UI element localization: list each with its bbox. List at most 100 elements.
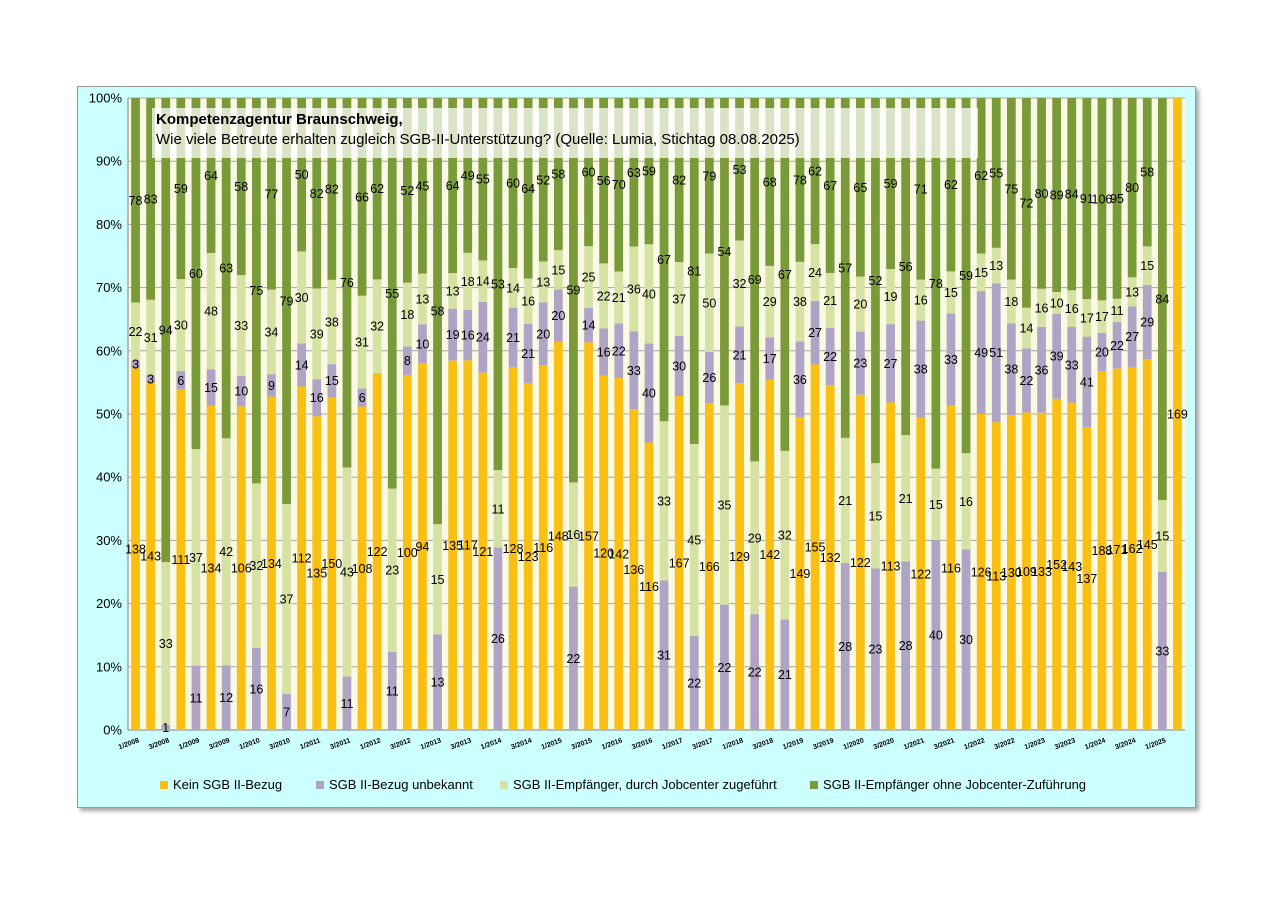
bar-segment	[1006, 98, 1016, 280]
bar-segment	[1112, 98, 1122, 299]
bar-segment	[1097, 371, 1107, 730]
bar-segment	[871, 463, 880, 569]
bar-segment	[735, 383, 744, 730]
bar-segment	[402, 98, 412, 283]
data-label: 35	[717, 499, 731, 513]
bar-segment	[206, 405, 216, 730]
data-label: 123	[518, 550, 539, 564]
data-label: 152	[1046, 558, 1067, 572]
bar-segment	[1097, 332, 1107, 372]
bar-segment	[1157, 572, 1167, 730]
bar-segment	[538, 98, 548, 262]
data-label: 34	[264, 325, 278, 339]
data-label: 18	[1004, 295, 1018, 309]
data-label: 68	[763, 175, 777, 189]
data-label: 78	[129, 194, 143, 208]
bar-segment	[795, 341, 805, 418]
x-tick-label: 1/2008	[118, 737, 141, 751]
data-label: 75	[249, 284, 263, 298]
bar-segment	[916, 279, 926, 321]
bar-segment	[704, 403, 714, 730]
bar-segment	[825, 327, 835, 386]
data-label: 22	[566, 652, 580, 666]
chart-subtitle: Wie viele Betreute erhalten zugleich SGB…	[156, 131, 800, 148]
bar-segment	[1067, 290, 1077, 327]
bar-segment	[704, 253, 714, 352]
bar-segment	[523, 98, 533, 279]
bar-segment	[1097, 300, 1107, 333]
x-tick-label: 1/2022	[963, 737, 986, 751]
bar-segment	[493, 470, 503, 548]
bar-segment	[584, 307, 593, 343]
data-label: 13	[989, 259, 1003, 273]
bar-segment	[1142, 358, 1152, 730]
data-label: 48	[204, 305, 218, 319]
bar-segment	[372, 98, 382, 280]
data-label: 24	[476, 331, 490, 345]
bar-segment	[946, 271, 956, 314]
bar-segment	[795, 417, 805, 730]
data-label: 40	[929, 628, 943, 642]
data-labels: 1383227814333183133941116305911376013415…	[125, 163, 1188, 735]
data-label: 18	[461, 275, 475, 289]
bar-segment	[448, 308, 458, 361]
y-tick-label: 50%	[96, 407, 122, 422]
bar-segment	[161, 562, 171, 726]
bar-segment	[991, 247, 1001, 284]
data-label: 53	[733, 163, 747, 177]
data-label: 22	[748, 666, 762, 680]
data-label: 145	[1137, 538, 1158, 552]
y-tick-label: 40%	[96, 470, 122, 485]
bar-segment	[221, 438, 231, 666]
bar-segment	[1157, 500, 1167, 572]
data-label: 137	[1076, 572, 1097, 586]
bar-segment	[765, 265, 775, 338]
bar-segment	[780, 450, 790, 620]
bar-segment	[538, 302, 548, 366]
x-tick-label: 1/2014	[480, 737, 503, 751]
bar-segment	[282, 694, 291, 730]
data-label: 21	[521, 347, 535, 361]
data-label: 67	[778, 268, 792, 282]
bar-segment	[916, 320, 926, 418]
data-label: 21	[733, 348, 747, 362]
data-label: 15	[431, 573, 445, 587]
bar-segment	[689, 636, 699, 730]
data-label: 13	[415, 292, 429, 306]
data-label: 64	[521, 182, 535, 196]
data-label: 22	[1110, 339, 1124, 353]
x-tick-label: 3/2017	[692, 737, 715, 751]
x-tick-label: 3/2013	[450, 737, 473, 751]
bar-segment	[855, 394, 865, 730]
bar-segment	[463, 360, 473, 730]
bar-segment	[1022, 98, 1031, 308]
bar-segment	[1052, 398, 1062, 730]
bar-segment	[1142, 284, 1152, 359]
data-label: 30	[672, 360, 686, 374]
data-label: 33	[627, 364, 641, 378]
bar-segment	[206, 369, 216, 406]
bar-segment	[1052, 291, 1062, 314]
data-label: 13	[446, 284, 460, 298]
bar-segment	[704, 351, 714, 404]
bar-segment	[750, 461, 760, 615]
data-label: 108	[352, 562, 373, 576]
data-label: 31	[355, 336, 369, 350]
data-label: 150	[321, 557, 342, 571]
bar-segment	[357, 295, 367, 389]
data-label: 167	[669, 557, 690, 571]
data-label: 100	[397, 546, 418, 560]
data-label: 17	[1080, 311, 1094, 325]
x-tick-label: 1/2019	[782, 737, 805, 751]
bar-segment	[1037, 98, 1046, 289]
bar-segment	[342, 676, 352, 730]
data-label: 135	[306, 567, 327, 581]
bar-segment	[146, 382, 156, 730]
data-label: 22	[1019, 374, 1033, 388]
data-label: 23	[385, 564, 399, 578]
bar-segment	[387, 488, 397, 652]
bar-segment	[1006, 279, 1016, 324]
bar-segment	[191, 449, 201, 666]
data-label: 55	[385, 287, 399, 301]
bar-segment	[1022, 412, 1031, 730]
